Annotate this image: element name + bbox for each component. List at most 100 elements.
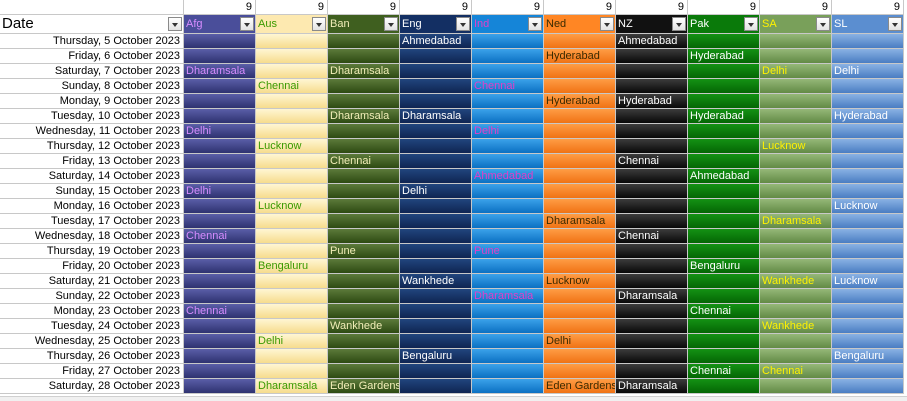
venue-cell-aus[interactable] <box>256 124 328 139</box>
venue-cell-sa[interactable]: Wankhede <box>760 274 832 289</box>
venue-cell-pak[interactable] <box>688 34 760 49</box>
venue-cell-ban[interactable] <box>328 289 400 304</box>
venue-cell-ind[interactable] <box>472 229 544 244</box>
venue-cell-pak[interactable] <box>688 349 760 364</box>
count-cell-sa[interactable]: 9 <box>760 0 832 15</box>
team-header-ind[interactable]: Ind <box>472 15 544 34</box>
team-header-nz[interactable]: NZ <box>616 15 688 34</box>
filter-dropdown-icon[interactable] <box>816 17 830 31</box>
venue-cell-ban[interactable] <box>328 364 400 379</box>
venue-cell-eng[interactable] <box>400 229 472 244</box>
venue-cell-ned[interactable] <box>544 199 616 214</box>
filter-dropdown-icon[interactable] <box>312 17 326 31</box>
venue-cell-nz[interactable] <box>616 64 688 79</box>
venue-cell-eng[interactable] <box>400 169 472 184</box>
venue-cell-ban[interactable] <box>328 94 400 109</box>
venue-cell-ban[interactable] <box>328 124 400 139</box>
venue-cell-nz[interactable] <box>616 169 688 184</box>
venue-cell-pak[interactable]: Ahmedabad <box>688 169 760 184</box>
venue-cell-afg[interactable] <box>184 214 256 229</box>
venue-cell-pak[interactable] <box>688 124 760 139</box>
venue-cell-sa[interactable] <box>760 94 832 109</box>
venue-cell-afg[interactable] <box>184 244 256 259</box>
venue-cell-pak[interactable] <box>688 379 760 394</box>
date-cell[interactable]: Wednesday, 18 October 2023 <box>0 229 184 244</box>
venue-cell-pak[interactable]: Hyderabad <box>688 49 760 64</box>
venue-cell-nz[interactable]: Chennai <box>616 229 688 244</box>
venue-cell-ban[interactable] <box>328 34 400 49</box>
venue-cell-ned[interactable] <box>544 109 616 124</box>
count-cell-ind[interactable]: 9 <box>472 0 544 15</box>
venue-cell-nz[interactable] <box>616 244 688 259</box>
venue-cell-sa[interactable]: Wankhede <box>760 319 832 334</box>
venue-cell-nz[interactable] <box>616 79 688 94</box>
venue-cell-sl[interactable] <box>832 184 904 199</box>
venue-cell-ind[interactable] <box>472 34 544 49</box>
count-cell-ban[interactable]: 9 <box>328 0 400 15</box>
filter-dropdown-icon[interactable] <box>240 17 254 31</box>
venue-cell-ned[interactable]: Hyderabad <box>544 94 616 109</box>
venue-cell-afg[interactable] <box>184 94 256 109</box>
venue-cell-sa[interactable]: Lucknow <box>760 139 832 154</box>
venue-cell-pak[interactable] <box>688 199 760 214</box>
date-cell[interactable]: Saturday, 21 October 2023 <box>0 274 184 289</box>
venue-cell-eng[interactable] <box>400 139 472 154</box>
date-cell[interactable]: Tuesday, 24 October 2023 <box>0 319 184 334</box>
venue-cell-ind[interactable] <box>472 49 544 64</box>
venue-cell-aus[interactable] <box>256 274 328 289</box>
filter-dropdown-icon[interactable] <box>672 17 686 31</box>
venue-cell-ind[interactable] <box>472 139 544 154</box>
venue-cell-nz[interactable] <box>616 199 688 214</box>
team-header-ned[interactable]: Ned <box>544 15 616 34</box>
venue-cell-aus[interactable]: Lucknow <box>256 199 328 214</box>
venue-cell-ban[interactable]: Pune <box>328 244 400 259</box>
date-column-header[interactable]: Date <box>0 15 184 34</box>
venue-cell-ban[interactable] <box>328 199 400 214</box>
date-cell[interactable]: Saturday, 14 October 2023 <box>0 169 184 184</box>
venue-cell-nz[interactable]: Chennai <box>616 154 688 169</box>
venue-cell-eng[interactable] <box>400 334 472 349</box>
venue-cell-eng[interactable]: Wankhede <box>400 274 472 289</box>
date-cell[interactable]: Wednesday, 25 October 2023 <box>0 334 184 349</box>
venue-cell-ban[interactable] <box>328 349 400 364</box>
venue-cell-ban[interactable] <box>328 139 400 154</box>
venue-cell-aus[interactable] <box>256 34 328 49</box>
venue-cell-aus[interactable]: Lucknow <box>256 139 328 154</box>
date-cell[interactable]: Sunday, 22 October 2023 <box>0 289 184 304</box>
venue-cell-sa[interactable] <box>760 244 832 259</box>
venue-cell-ned[interactable] <box>544 244 616 259</box>
venue-cell-eng[interactable] <box>400 124 472 139</box>
date-cell[interactable]: Sunday, 15 October 2023 <box>0 184 184 199</box>
team-header-sl[interactable]: SL <box>832 15 904 34</box>
venue-cell-afg[interactable]: Delhi <box>184 124 256 139</box>
venue-cell-eng[interactable] <box>400 289 472 304</box>
venue-cell-pak[interactable] <box>688 94 760 109</box>
venue-cell-nz[interactable]: Ahmedabad <box>616 34 688 49</box>
count-cell-ned[interactable]: 9 <box>544 0 616 15</box>
venue-cell-eng[interactable] <box>400 49 472 64</box>
venue-cell-afg[interactable] <box>184 319 256 334</box>
venue-cell-sl[interactable] <box>832 79 904 94</box>
venue-cell-ban[interactable] <box>328 334 400 349</box>
venue-cell-sl[interactable] <box>832 34 904 49</box>
venue-cell-sa[interactable] <box>760 289 832 304</box>
date-cell[interactable]: Monday, 23 October 2023 <box>0 304 184 319</box>
venue-cell-ned[interactable] <box>544 34 616 49</box>
venue-cell-pak[interactable] <box>688 334 760 349</box>
date-cell[interactable]: Friday, 27 October 2023 <box>0 364 184 379</box>
venue-cell-eng[interactable]: Ahmedabad <box>400 34 472 49</box>
venue-cell-afg[interactable] <box>184 109 256 124</box>
venue-cell-ban[interactable] <box>328 184 400 199</box>
venue-cell-eng[interactable] <box>400 379 472 394</box>
venue-cell-nz[interactable] <box>616 349 688 364</box>
venue-cell-ned[interactable]: Hyderabad <box>544 49 616 64</box>
venue-cell-sl[interactable] <box>832 304 904 319</box>
venue-cell-sl[interactable] <box>832 94 904 109</box>
count-cell-eng[interactable]: 9 <box>400 0 472 15</box>
venue-cell-ind[interactable] <box>472 199 544 214</box>
venue-cell-aus[interactable] <box>256 289 328 304</box>
count-cell-pak[interactable]: 9 <box>688 0 760 15</box>
date-cell[interactable]: Monday, 9 October 2023 <box>0 94 184 109</box>
venue-cell-aus[interactable] <box>256 364 328 379</box>
venue-cell-pak[interactable]: Bengaluru <box>688 259 760 274</box>
